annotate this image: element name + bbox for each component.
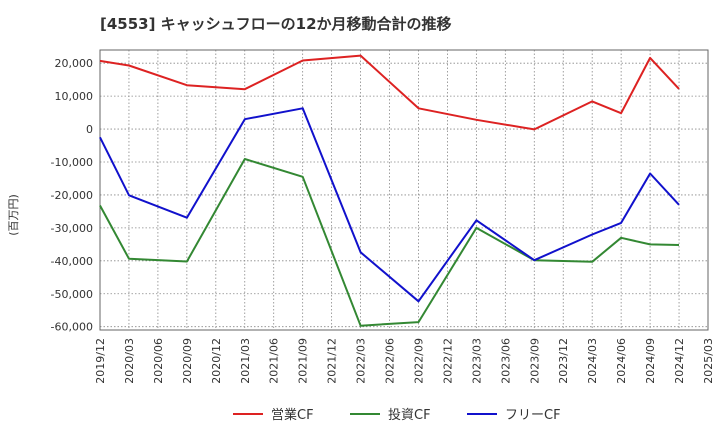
x-tick-label: 2022/09	[412, 338, 425, 384]
y-tick-label: 10,000	[55, 90, 94, 103]
legend-swatch-investing-cf	[350, 412, 380, 415]
x-tick-label: 2021/03	[239, 338, 252, 384]
x-tick-label: 2023/12	[557, 338, 570, 384]
legend-label-operating-cf: 営業CF	[271, 408, 314, 423]
x-tick-label: 2021/12	[326, 338, 339, 384]
x-tick-label: 2020/12	[210, 338, 223, 384]
plot-frame	[99, 49, 709, 331]
legend-label-investing-cf: 投資CF	[388, 408, 431, 423]
series-lines	[99, 54, 680, 327]
x-tick-label: 2020/06	[152, 338, 165, 384]
y-tick-label: -60,000	[51, 321, 93, 334]
series-line-0	[99, 54, 680, 131]
x-tick-label: 2022/12	[441, 338, 454, 384]
grid	[99, 50, 709, 330]
x-tick-label: 2020/09	[181, 338, 194, 384]
chart-title: [4553] キャッシュフローの12か月移動合計の推移	[100, 15, 452, 33]
y-tick-label: -30,000	[51, 222, 93, 235]
x-tick-label: 2024/12	[673, 338, 686, 384]
y-tick-label: -50,000	[51, 288, 93, 301]
series-line-1	[99, 158, 680, 327]
x-tick-label: 2021/09	[297, 338, 310, 384]
legend-item-investing-cf: 投資CF	[350, 404, 431, 423]
series-line-2	[99, 107, 680, 303]
x-tick-label: 2024/09	[644, 338, 657, 384]
y-tick-label: -40,000	[51, 255, 93, 268]
x-axis-ticks: 2019/12 2020/03 2020/06 2020/09 2020/12 2021/…	[94, 338, 715, 384]
y-tick-label: -10,000	[51, 156, 93, 169]
x-tick-label: 2025/03	[702, 338, 715, 384]
legend-swatch-free-cf	[467, 412, 497, 415]
y-tick-label: 20,000	[55, 57, 94, 70]
y-tick-label: 0	[86, 123, 93, 136]
legend-item-free-cf: フリーCF	[467, 404, 561, 423]
x-tick-label: 2024/03	[586, 338, 599, 384]
y-tick-label: -20,000	[51, 189, 93, 202]
x-tick-label: 2022/03	[355, 338, 368, 384]
x-tick-label: 2022/06	[384, 338, 397, 384]
legend-label-free-cf: フリーCF	[505, 408, 561, 423]
x-tick-label: 2019/12	[94, 338, 107, 384]
y-axis-ticks: 20,000 10,000 0 -10,000 -20,000 -30,000 -40,00…	[51, 57, 93, 334]
legend-item-operating-cf: 営業CF	[233, 404, 314, 423]
legend: 営業CF 投資CF フリーCF	[0, 404, 720, 428]
x-tick-label: 2023/09	[528, 338, 541, 384]
x-tick-label: 2024/06	[615, 338, 628, 384]
x-tick-label: 2023/06	[499, 338, 512, 384]
x-tick-label: 2021/06	[268, 338, 281, 384]
plot-border	[99, 49, 709, 331]
legend-swatch-operating-cf	[233, 412, 263, 415]
x-tick-label: 2023/03	[470, 338, 483, 384]
x-tick-label: 2020/03	[123, 338, 136, 384]
